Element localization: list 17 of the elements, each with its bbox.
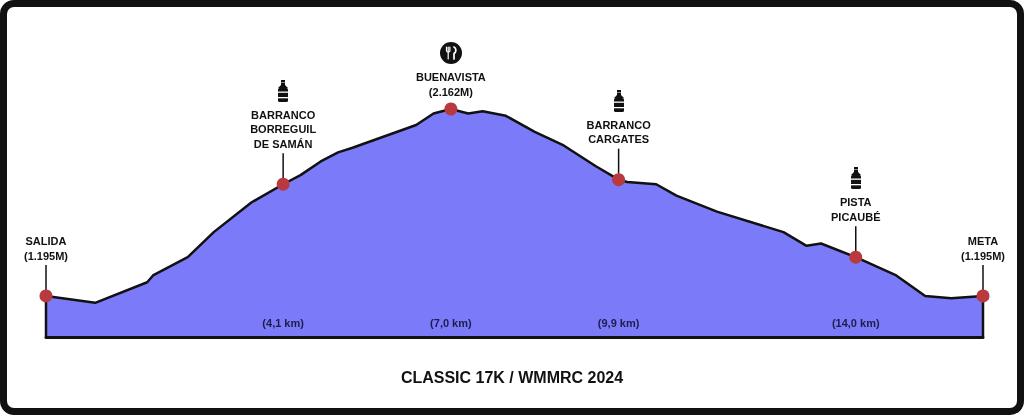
x-tick-label: (7,0 km) xyxy=(430,316,472,329)
point xyxy=(444,102,458,116)
point xyxy=(849,250,863,264)
point xyxy=(612,173,626,187)
annotation: META (1.195M) xyxy=(960,235,1006,262)
point xyxy=(276,177,290,191)
annotation: BARRANCO CARGATES xyxy=(586,118,652,146)
text: CLASSIC 17K / WMMRC 2024 xyxy=(400,368,624,386)
annotation: BARRANCO BORREGUIL DE SAMÁN xyxy=(250,108,317,150)
point xyxy=(39,289,53,303)
annotation: SALIDA (1.195M) xyxy=(23,235,69,262)
point xyxy=(976,289,990,303)
x-tick-label: (4,1 km) xyxy=(262,316,305,329)
x-tick-label: (9,9 km) xyxy=(597,316,640,329)
x-tick-label: (14,0 km) xyxy=(831,316,880,329)
annotation: BUENAVISTA (2.162M) xyxy=(415,71,486,98)
annotation: PISTA PICAUBÉ xyxy=(831,196,881,223)
